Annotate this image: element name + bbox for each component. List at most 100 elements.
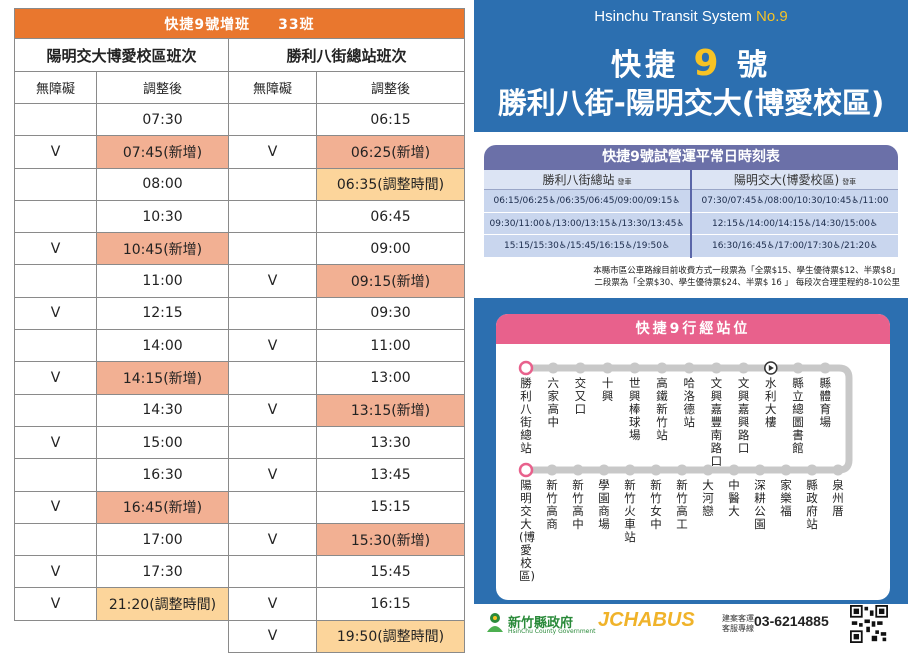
stop-dot <box>676 464 688 476</box>
poster-footer: 新竹縣政府 HsinChu County Government JCHABUS … <box>474 604 908 658</box>
timetable-row: V 16:45(新增) 15:15 <box>14 490 466 524</box>
stop-dot <box>572 464 584 476</box>
col-access-b: 無障礙 <box>228 71 317 104</box>
timetable-row: V 17:30 15:45 <box>14 555 466 589</box>
stop-label: 深耕公園 <box>754 478 766 531</box>
time-b-cell: 06:45 <box>315 199 466 234</box>
access-b-cell: V <box>228 393 317 427</box>
route-number: 9 <box>693 43 723 84</box>
time-b-cell: 13:30 <box>315 425 466 460</box>
access-b-cell <box>228 199 317 234</box>
stop-dot <box>598 464 610 476</box>
operator-logo: JCHABUS <box>598 609 695 631</box>
time-b-cell: 11:00 <box>315 329 466 363</box>
timetable-row: V 21:20(調整時間) V 16:15 <box>14 587 466 621</box>
schedule-row: 16:30/16:45♿/17:00/17:30♿/21:20♿ <box>692 235 898 258</box>
time-b-cell: 06:35(調整時間) <box>315 167 466 201</box>
time-a-cell: 07:30 <box>96 102 229 137</box>
time-b-cell: 13:00 <box>315 361 466 395</box>
access-b-cell: V <box>228 522 317 557</box>
timetable-title-row: 快捷9號增班 33班 <box>13 8 466 39</box>
access-b-cell: V <box>228 329 317 363</box>
access-a-cell: V <box>14 490 97 524</box>
timetable-row: 14:00 V 11:00 <box>14 329 466 363</box>
depart-label: 發車 <box>617 178 632 186</box>
county-logo-icon <box>487 613 503 632</box>
system-name: Hsinchu Transit System <box>594 8 752 25</box>
schedule-body: 勝利八街總站 發車 06:15/06:25♿/06:35/06:45/09:00/… <box>484 170 898 258</box>
timetable-title: 快捷9號增班 33班 <box>13 8 466 39</box>
stop-label: 縣立總圖書館 <box>792 376 804 455</box>
route-prefix: 快捷 <box>611 48 680 83</box>
access-a-cell: V <box>14 296 97 331</box>
stop-dot <box>518 360 534 376</box>
direction-header-row: 陽明交大博愛校區班次 勝利八街總站班次 <box>14 38 466 72</box>
access-b-cell: V <box>228 458 317 492</box>
time-b-cell: 16:15 <box>315 587 466 621</box>
time-b-cell: 19:50(調整時間) <box>315 619 466 654</box>
schedule-row: 07:30/07:45♿/08:00/10:30/10:45♿/11:00 <box>692 190 898 213</box>
depart-label: 發車 <box>842 178 857 186</box>
timetable-row: 17:00 V 15:30(新增) <box>14 522 466 557</box>
time-a-cell: 08:00 <box>96 167 229 201</box>
stop-dot <box>656 362 668 374</box>
time-a-cell: 15:00 <box>96 425 229 460</box>
stop-dot <box>780 464 792 476</box>
stops-title: 快捷9行經站位 <box>496 314 890 344</box>
access-a-cell: V <box>14 587 97 621</box>
hotline-phone: 03-6214885 <box>754 613 829 629</box>
stop-label: 交又口 <box>574 376 587 416</box>
time-b-cell: 09:30 <box>315 296 466 331</box>
timetable-panel: 快捷9號增班 33班 陽明交大博愛校區班次 勝利八街總站班次 無障礙 調整後 無障… <box>13 8 466 654</box>
access-b-cell: V <box>228 587 317 621</box>
hotline-label-2: 客服專線 <box>722 624 754 633</box>
stop-label: 文興嘉興路口 <box>737 376 750 455</box>
time-b-cell: 13:15(新增) <box>315 393 466 427</box>
access-b-cell <box>228 232 317 266</box>
direction-b-header: 勝利八街總站班次 <box>227 38 466 72</box>
qr-code-icon[interactable] <box>850 605 888 643</box>
access-a-cell <box>14 102 97 137</box>
stop-label: 水利大樓 <box>765 376 777 429</box>
stop-label: 十興 <box>601 376 614 403</box>
schedule-col-b: 陽明交大(博愛校區) 發車 07:30/07:45♿/08:00/10:30/10… <box>692 170 898 258</box>
timetable-row: V 12:15 09:30 <box>14 296 466 331</box>
fare-line-2: 二段票為「全票$30、學生優待票$24、半票$ 16 」 每段次合理里程約8-1… <box>594 278 900 288</box>
route-suffix: 號 <box>736 48 771 83</box>
hotline-label-1: 建案客運 <box>722 614 754 623</box>
stop-label: 縣政府站 <box>806 478 818 531</box>
stop-label: 學園商場 <box>598 478 610 531</box>
time-a-cell: 17:00 <box>96 522 229 557</box>
access-b-cell <box>228 555 317 589</box>
timetable-row: V 07:45(新增) V 06:25(新增) <box>14 135 466 169</box>
column-header-row: 無障礙 調整後 無障礙 調整後 <box>14 71 466 104</box>
stop-label: 新竹女中 <box>650 478 662 531</box>
schedule-panel: 快捷9號試營運平常日時刻表 勝利八街總站 發車 06:15/06:25♿/06:3… <box>474 132 908 298</box>
time-b-cell: 06:15 <box>315 102 466 137</box>
timetable-row: V 14:15(新增) 13:00 <box>14 361 466 395</box>
time-a-cell: 11:00 <box>96 264 229 298</box>
stop-dot <box>547 362 559 374</box>
stop-dot <box>728 464 740 476</box>
timetable-row: 11:00 V 09:15(新增) <box>14 264 466 298</box>
stop-label: 新竹高工 <box>676 478 688 531</box>
time-b-cell: 15:15 <box>315 490 466 524</box>
access-b-cell: V <box>228 135 317 169</box>
access-b-cell <box>228 296 317 331</box>
route-name: 勝利八街-陽明交大(博愛校區) <box>497 86 885 120</box>
stop-label: 文興嘉豐南路口 <box>710 376 723 468</box>
stop-label: 中醫大 <box>728 478 740 518</box>
time-b-cell: 13:45 <box>315 458 466 492</box>
access-a-cell: V <box>14 232 97 266</box>
stop-dot <box>806 464 818 476</box>
timetable-count: 33班 <box>278 16 315 33</box>
access-a-cell: V <box>14 361 97 395</box>
stop-label: 新竹火車站 <box>624 478 636 544</box>
route-number-title: 快捷 9 號 <box>474 40 908 84</box>
stop-label: 哈洛德站 <box>683 376 695 429</box>
route-line <box>518 360 853 478</box>
time-a-cell: 16:45(新增) <box>96 490 229 524</box>
stop-dot <box>602 362 614 374</box>
stop-dot <box>683 362 695 374</box>
stop-dot <box>764 361 778 375</box>
